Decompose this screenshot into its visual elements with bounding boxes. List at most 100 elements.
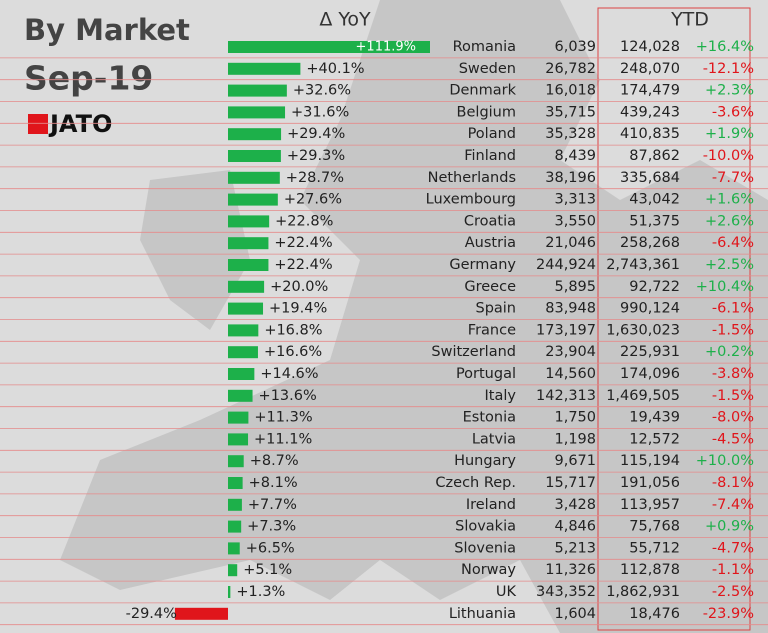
ytd-change: -6.1% xyxy=(712,301,754,317)
country: Czech Rep. xyxy=(435,475,516,491)
value-label: +22.8% xyxy=(275,213,333,229)
bar xyxy=(228,62,301,75)
ytd-volume: 2,743,361 xyxy=(606,257,680,273)
ytd-volume: 87,862 xyxy=(629,148,680,164)
bar xyxy=(228,520,242,533)
ytd-volume: 990,124 xyxy=(620,301,680,317)
country: Norway xyxy=(461,562,516,578)
bar xyxy=(228,324,259,337)
volume: 6,039 xyxy=(554,39,596,55)
ytd-change: +2.5% xyxy=(705,257,754,273)
bar xyxy=(228,237,269,250)
volume: 26,782 xyxy=(545,61,596,77)
volume: 35,715 xyxy=(545,104,596,120)
ytd-volume: 92,722 xyxy=(629,279,680,295)
ytd-change: +0.9% xyxy=(705,519,754,535)
value-label: +14.6% xyxy=(260,366,318,382)
volume: 35,328 xyxy=(545,126,596,142)
ytd-volume: 174,479 xyxy=(620,83,680,99)
ytd-change: -3.6% xyxy=(712,104,754,120)
ytd-volume: 1,862,931 xyxy=(606,584,680,600)
country: Spain xyxy=(475,301,516,317)
ytd-change: -1.5% xyxy=(712,322,754,338)
bar xyxy=(228,106,286,119)
country: Austria xyxy=(465,235,516,251)
value-label: +20.0% xyxy=(270,279,328,295)
country: Latvia xyxy=(472,431,516,447)
ytd-change: -12.1% xyxy=(703,61,754,77)
ytd-change: +0.2% xyxy=(705,344,754,360)
bar xyxy=(228,128,282,141)
ytd-change: -10.0% xyxy=(703,148,754,164)
volume: 244,924 xyxy=(536,257,596,273)
country: Romania xyxy=(453,39,516,55)
ytd-change: +2.3% xyxy=(705,83,754,99)
country: Luxembourg xyxy=(426,192,516,208)
country: Switzerland xyxy=(431,344,516,360)
volume: 3,550 xyxy=(554,213,596,229)
value-label: +32.6% xyxy=(293,83,351,99)
value-label: +13.6% xyxy=(259,388,317,404)
bar xyxy=(228,498,242,511)
volume: 5,213 xyxy=(554,540,596,556)
ytd-change: -2.5% xyxy=(712,584,754,600)
ytd-change: -7.4% xyxy=(712,497,754,513)
column-header: YTD xyxy=(670,9,709,31)
ytd-change: -3.8% xyxy=(712,366,754,382)
country: Portugal xyxy=(456,366,516,382)
map-shape xyxy=(140,170,250,330)
value-label: +5.1% xyxy=(243,562,292,578)
ytd-volume: 124,028 xyxy=(620,39,680,55)
country: France xyxy=(468,322,516,338)
value-label: +22.4% xyxy=(274,235,332,251)
ytd-volume: 19,439 xyxy=(629,410,680,426)
ytd-change: +10.4% xyxy=(696,279,754,295)
bar xyxy=(228,215,270,228)
ytd-volume: 18,476 xyxy=(629,606,680,622)
ytd-volume: 112,878 xyxy=(620,562,680,578)
value-label: +28.7% xyxy=(286,170,344,186)
ytd-volume: 113,957 xyxy=(620,497,680,513)
volume: 14,560 xyxy=(545,366,596,382)
bar xyxy=(228,150,281,162)
country: Slovakia xyxy=(455,519,516,535)
bar xyxy=(228,389,253,402)
ytd-volume: 410,835 xyxy=(620,126,680,142)
country: UK xyxy=(496,584,517,600)
bar xyxy=(228,41,430,53)
country: Croatia xyxy=(464,213,516,229)
volume: 11,326 xyxy=(545,562,596,578)
ytd-volume: 174,096 xyxy=(620,366,680,382)
value-label: +29.4% xyxy=(287,126,345,142)
country: Italy xyxy=(485,388,517,404)
ytd-volume: 335,684 xyxy=(620,170,680,186)
bar xyxy=(228,302,264,315)
ytd-change: -4.5% xyxy=(712,431,754,447)
ytd-volume: 51,375 xyxy=(629,213,680,229)
ytd-volume: 191,056 xyxy=(620,475,680,491)
bar xyxy=(228,433,249,446)
bar xyxy=(228,280,265,293)
country: Hungary xyxy=(454,453,516,469)
column-header: Δ YoY xyxy=(319,9,371,31)
ytd-volume: 1,469,505 xyxy=(606,388,680,404)
country: Finland xyxy=(464,148,516,164)
ytd-change: -8.0% xyxy=(712,410,754,426)
value-label: +19.4% xyxy=(269,301,327,317)
ytd-change: +2.6% xyxy=(705,213,754,229)
ytd-change: -23.9% xyxy=(703,606,754,622)
volume: 21,046 xyxy=(545,235,596,251)
ytd-change: +16.4% xyxy=(696,39,754,55)
volume: 4,846 xyxy=(554,519,596,535)
value-label: +16.6% xyxy=(264,344,322,360)
ytd-volume: 1,630,023 xyxy=(606,322,680,338)
ytd-volume: 12,572 xyxy=(629,431,680,447)
bar xyxy=(228,84,287,97)
chart-subtitle: Sep-19 xyxy=(24,59,153,98)
volume: 1,198 xyxy=(554,431,596,447)
value-label: +29.3% xyxy=(287,148,345,164)
ytd-change: -4.7% xyxy=(712,540,754,556)
value-label: -29.4% xyxy=(126,606,177,622)
volume: 15,717 xyxy=(545,475,596,491)
value-label: +8.1% xyxy=(249,475,298,491)
